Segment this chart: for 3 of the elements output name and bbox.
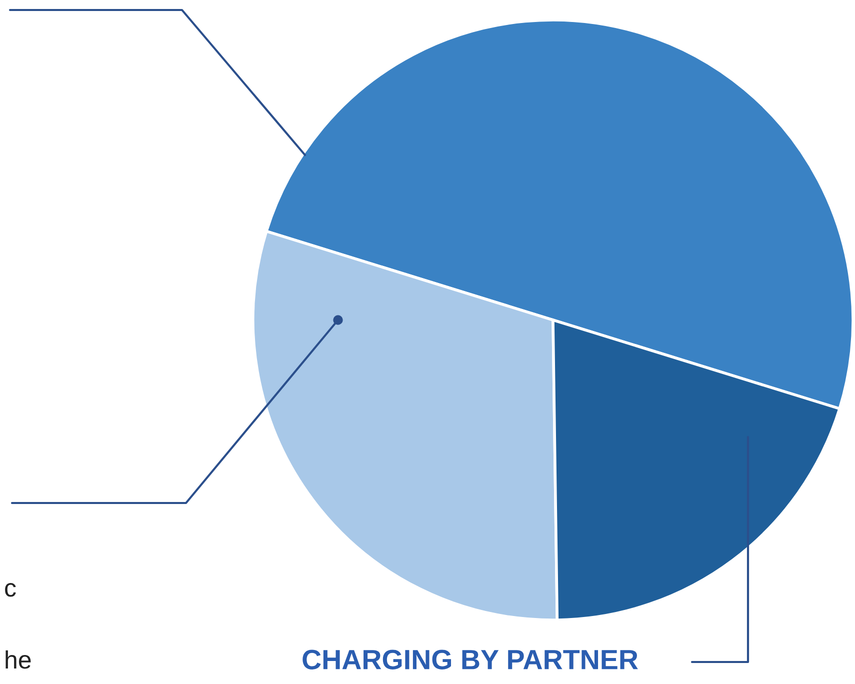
text: c (5, 583, 16, 597)
slice-label: CHARGING BY PARTNER (302, 650, 638, 670)
text: he (6, 650, 31, 669)
